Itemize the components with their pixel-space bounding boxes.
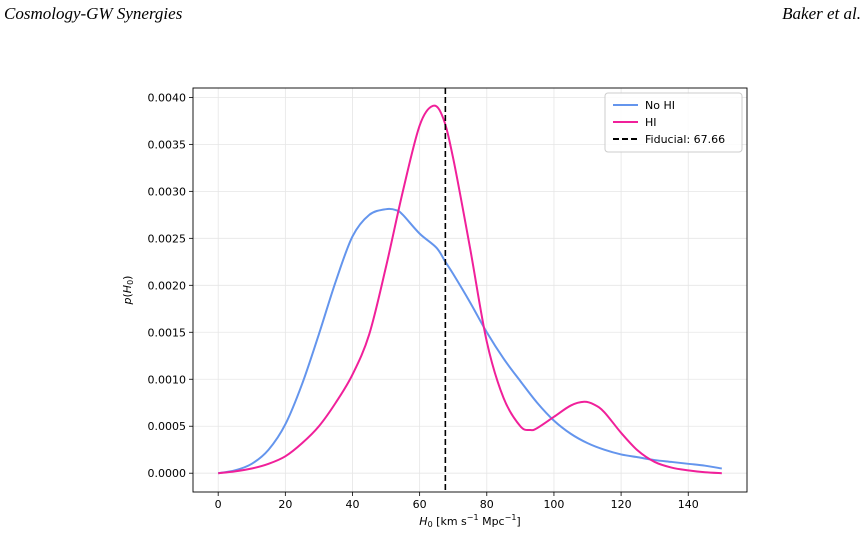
x-tick-label: 80	[480, 498, 494, 511]
series-line-hi	[218, 104, 722, 475]
legend: No HI HI Fiducial: 67.66	[604, 92, 743, 153]
y-tick-label: 0.0030	[148, 185, 187, 198]
x-axis-label: H0 [km s−1 Mpc−1]	[419, 513, 520, 529]
x-tick-label: 140	[678, 498, 699, 511]
x-tick-label: 100	[543, 498, 564, 511]
y-tick-label: 0.0040	[148, 91, 187, 104]
plot-frame	[192, 87, 748, 493]
legend-entry-fiducial-label: Fiducial: 67.66	[645, 133, 725, 146]
x-tick-label: 60	[413, 498, 427, 511]
y-tick-label: 0.0020	[148, 279, 187, 292]
y-tick-label: 0.0000	[148, 467, 187, 480]
axis-labels: H0 [km s−1 Mpc−1] p(H0)	[121, 276, 521, 529]
x-tick-label: 40	[345, 498, 359, 511]
x-tick-label: 20	[278, 498, 292, 511]
series-layer	[218, 88, 722, 492]
y-tick-label: 0.0015	[148, 326, 187, 339]
running-header-authors: Baker et al.	[782, 4, 861, 23]
running-header-title: Cosmology-GW Synergies	[4, 4, 183, 23]
x-axis-ticks: 0 20 40 60 80 100 120 140	[215, 492, 699, 511]
y-axis-ticks: 0.0000 0.0005 0.0010 0.0015 0.0020 0.0025 0.00…	[148, 91, 193, 480]
y-axis-label: p(H0)	[121, 276, 135, 306]
x-tick-label: 120	[611, 498, 632, 511]
series-line-no-hi	[218, 207, 722, 475]
y-tick-label: 0.0010	[148, 373, 187, 386]
y-tick-label: 0.0025	[148, 232, 187, 245]
legend-entry-no-hi-label: No HI	[645, 99, 675, 112]
y-tick-label: 0.0035	[148, 138, 187, 151]
legend-entry-hi-label: HI	[645, 116, 657, 129]
x-tick-label: 0	[215, 498, 222, 511]
y-tick-label: 0.0005	[148, 420, 187, 433]
legend-box	[604, 92, 743, 153]
